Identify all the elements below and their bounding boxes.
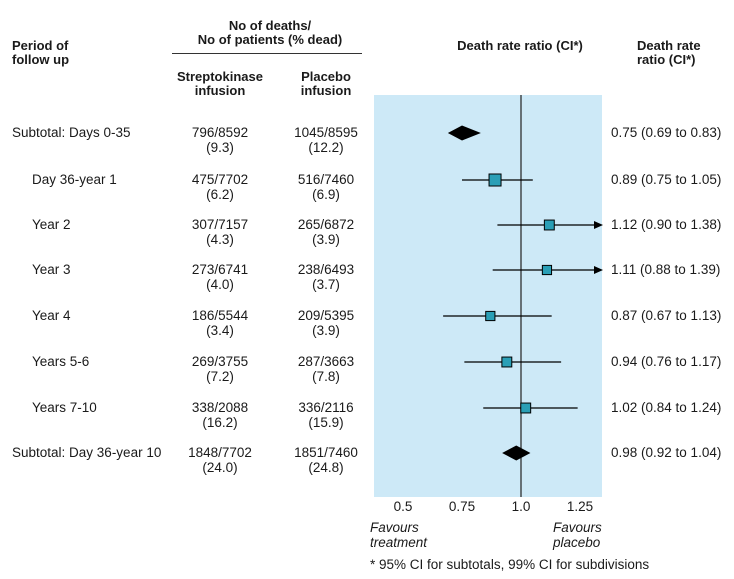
row-label: Year 2	[32, 217, 71, 232]
strepto-percent: (6.2)	[206, 187, 234, 202]
plot-panel	[374, 95, 602, 497]
deaths-header-rule	[172, 53, 362, 54]
ratio-text: 0.87 (0.67 to 1.13)	[611, 308, 722, 323]
placebo-count: 287/3663	[297, 354, 355, 369]
ratio-header-line1: Death rate	[637, 38, 701, 53]
footnote: * 95% CI for subtotals, 99% CI for subdi…	[370, 557, 650, 572]
strepto-count: 269/3755	[191, 354, 249, 369]
strepto-percent: (9.3)	[206, 140, 234, 155]
placebo-percent: (7.8)	[312, 369, 340, 384]
x-tick-label: 0.75	[448, 499, 476, 514]
placebo-header: Placebo infusion	[276, 70, 376, 98]
placebo-count: 1045/8595	[294, 125, 358, 140]
favours-placebo-line2: placebo	[553, 535, 601, 550]
row-label: Day 36-year 1	[32, 172, 117, 187]
placebo-percent: (15.9)	[308, 415, 344, 430]
x-tick-label: 1.25	[566, 499, 594, 514]
strepto-header-line2: infusion	[194, 83, 246, 98]
placebo-count: 209/5395	[297, 308, 355, 323]
favours-placebo-label: Favours placebo	[553, 520, 602, 550]
strepto-count: 273/6741	[191, 262, 249, 277]
ci-arrow-row-3	[594, 266, 603, 274]
period-header: Period of follow up	[12, 39, 69, 67]
placebo-count: 516/7460	[297, 172, 355, 187]
plot-title: Death rate ratio (CI*)	[457, 38, 583, 53]
ratio-text: 1.02 (0.84 to 1.24)	[611, 400, 722, 415]
estimate-square-row-4	[485, 310, 496, 322]
row-label: Year 3	[32, 262, 71, 277]
row-label: Subtotal: Days 0-35	[12, 125, 131, 140]
placebo-percent: (6.9)	[312, 187, 340, 202]
strepto-percent: (16.2)	[202, 415, 238, 430]
x-tick-label: 1.0	[511, 499, 531, 514]
subtotal-diamond-day36-year10	[502, 445, 531, 461]
row-label: Years 7-10	[32, 400, 97, 415]
estimate-square-row-6	[520, 402, 532, 414]
strepto-percent: (7.2)	[206, 369, 234, 384]
row-label: Subtotal: Day 36-year 10	[12, 445, 162, 460]
period-header-line2: follow up	[12, 52, 70, 67]
strepto-count: 796/8592	[191, 125, 249, 140]
ci-arrow-row-2	[594, 221, 603, 229]
placebo-count: 336/2116	[298, 400, 354, 415]
placebo-percent: (24.8)	[308, 460, 344, 475]
placebo-count: 265/6872	[297, 217, 355, 232]
placebo-header-line1: Placebo	[301, 69, 351, 84]
strepto-percent: (4.3)	[206, 232, 234, 247]
placebo-percent: (3.9)	[312, 323, 340, 338]
strepto-header-line1: Streptokinase	[177, 69, 263, 84]
subtotal-diamond-days-0-35	[447, 125, 481, 141]
estimate-square-row-5	[501, 356, 513, 368]
placebo-percent: (12.2)	[308, 140, 344, 155]
ratio-text: 1.12 (0.90 to 1.38)	[611, 217, 722, 232]
favours-treatment-label: Favours treatment	[370, 520, 427, 550]
deaths-header: No of deaths/ No of patients (% dead)	[160, 19, 380, 47]
placebo-header-line2: infusion	[300, 83, 352, 98]
deaths-header-line2: No of patients (% dead)	[197, 32, 343, 47]
placebo-percent: (3.9)	[312, 232, 340, 247]
ratio-header-line2: ratio (CI*)	[637, 52, 696, 67]
strepto-count: 1848/7702	[188, 445, 252, 460]
favours-treatment-line1: Favours	[370, 520, 419, 535]
period-header-line1: Period of	[12, 38, 69, 53]
plot-marks	[443, 95, 603, 497]
ratio-header: Death rate ratio (CI*)	[637, 39, 701, 67]
ratio-text: 0.75 (0.69 to 0.83)	[611, 125, 722, 140]
ratio-text: 1.11 (0.88 to 1.39)	[611, 262, 721, 277]
strepto-header: Streptokinase infusion	[170, 70, 270, 98]
estimate-square-row-2	[543, 219, 555, 231]
strepto-count: 475/7702	[191, 172, 249, 187]
placebo-percent: (3.7)	[312, 277, 340, 292]
favours-treatment-line2: treatment	[370, 535, 428, 550]
row-label: Years 5-6	[32, 354, 90, 369]
ratio-text: 0.89 (0.75 to 1.05)	[611, 172, 722, 187]
placebo-count: 238/6493	[297, 262, 355, 277]
x-tick-label: 0.5	[393, 499, 413, 514]
estimate-square-row-1	[488, 173, 502, 187]
row-label: Year 4	[32, 308, 71, 323]
strepto-percent: (3.4)	[206, 323, 234, 338]
strepto-count: 307/7157	[191, 217, 249, 232]
ratio-text: 0.94 (0.76 to 1.17)	[611, 354, 722, 369]
estimate-square-row-3	[541, 264, 553, 276]
strepto-percent: (4.0)	[206, 277, 234, 292]
strepto-percent: (24.0)	[202, 460, 238, 475]
deaths-header-line1: No of deaths/	[228, 18, 312, 33]
favours-placebo-line1: Favours	[553, 520, 602, 535]
ratio-text: 0.98 (0.92 to 1.04)	[611, 445, 722, 460]
strepto-count: 186/5544	[191, 308, 249, 323]
strepto-count: 338/2088	[191, 400, 249, 415]
placebo-count: 1851/7460	[294, 445, 358, 460]
